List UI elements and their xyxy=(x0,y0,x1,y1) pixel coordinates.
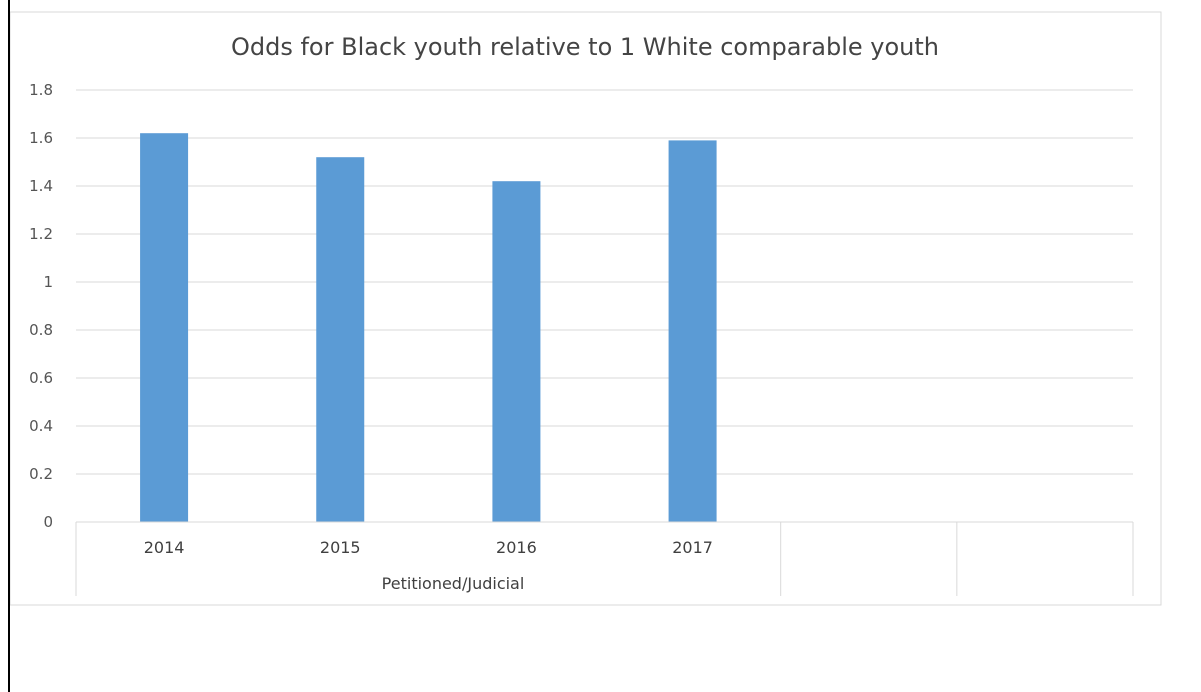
y-tick-label: 1.2 xyxy=(29,225,53,243)
x-axis: 2014 2015 2016 2017 xyxy=(75,521,1134,596)
y-tick-label: 1.6 xyxy=(29,129,53,147)
x-axis-group-label: Petitioned/Judicial xyxy=(382,574,525,593)
bar-2017 xyxy=(668,140,717,522)
y-tick-label: 0 xyxy=(43,513,53,531)
bar-2014 xyxy=(140,133,189,522)
chart-border xyxy=(9,11,1162,606)
x-tick-label: 2016 xyxy=(496,538,537,557)
gridlines xyxy=(76,89,1133,523)
chart-title: Odds for Black youth relative to 1 White… xyxy=(231,33,939,61)
y-tick-label: 1 xyxy=(43,273,53,291)
y-tick-label: 0.8 xyxy=(29,321,53,339)
y-tick-label: 1.4 xyxy=(29,177,53,195)
bars xyxy=(140,133,717,522)
y-axis-ticks: 1.8 1.6 1.4 1.2 1 0.8 0.6 0.4 0.2 0 xyxy=(29,81,53,531)
x-tick-label: 2015 xyxy=(320,538,361,557)
bar-2015 xyxy=(316,157,365,522)
x-tick-label: 2017 xyxy=(672,538,713,557)
y-tick-label: 0.6 xyxy=(29,369,53,387)
y-tick-label: 1.8 xyxy=(29,81,53,99)
y-tick-label: 0.2 xyxy=(29,465,53,483)
bar-2016 xyxy=(492,181,541,522)
x-tick-label: 2014 xyxy=(144,538,185,557)
y-tick-label: 0.4 xyxy=(29,417,53,435)
